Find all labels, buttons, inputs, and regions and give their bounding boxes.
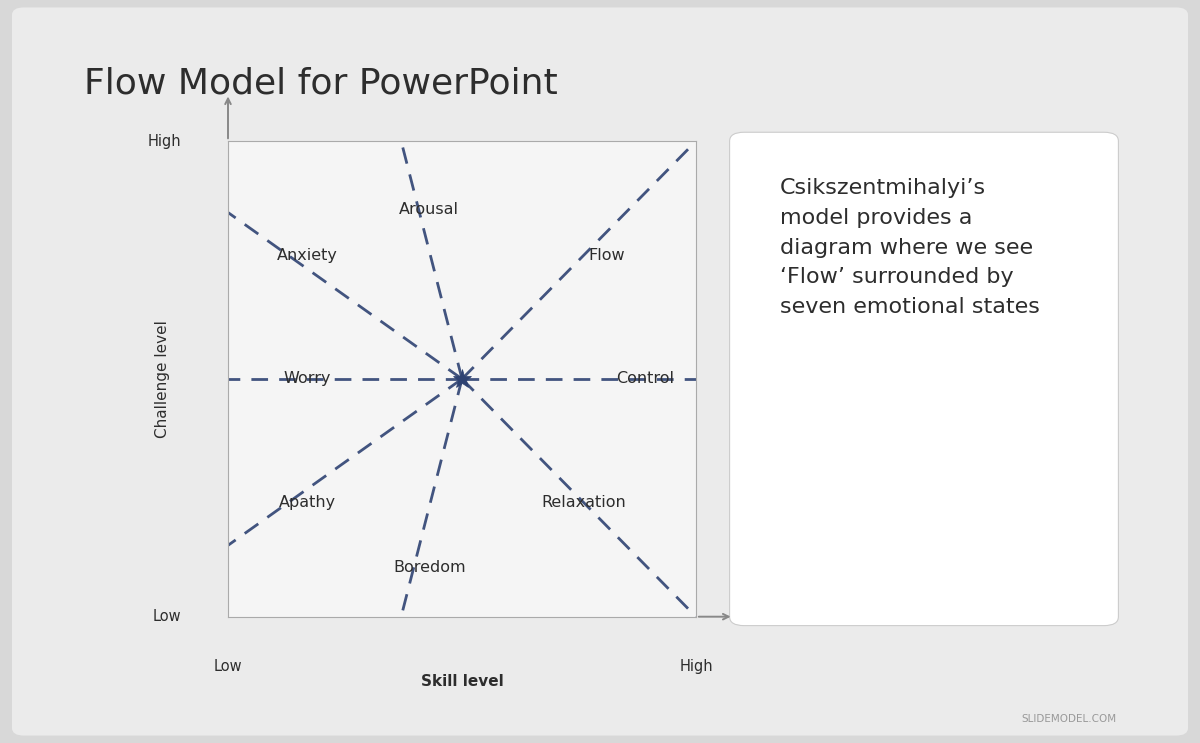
- Text: Low: Low: [152, 609, 181, 624]
- Text: Flow: Flow: [589, 248, 625, 263]
- Text: Boredom: Boredom: [392, 559, 466, 574]
- Text: Arousal: Arousal: [400, 202, 460, 217]
- Text: Flow Model for PowerPoint: Flow Model for PowerPoint: [84, 67, 558, 101]
- Text: Control: Control: [617, 372, 674, 386]
- Text: High: High: [148, 134, 181, 149]
- Text: Apathy: Apathy: [278, 495, 336, 510]
- Text: Anxiety: Anxiety: [277, 248, 338, 263]
- Text: Worry: Worry: [284, 372, 331, 386]
- FancyBboxPatch shape: [730, 132, 1118, 626]
- Text: Low: Low: [214, 660, 242, 675]
- Text: Skill level: Skill level: [421, 674, 503, 689]
- Text: Challenge level: Challenge level: [155, 320, 170, 438]
- Text: Csikszentmihalyi’s
model provides a
diagram where we see
‘Flow’ surrounded by
se: Csikszentmihalyi’s model provides a diag…: [780, 178, 1040, 317]
- Text: High: High: [679, 660, 713, 675]
- FancyBboxPatch shape: [12, 7, 1188, 736]
- Text: SLIDEMODEL.COM: SLIDEMODEL.COM: [1021, 715, 1116, 724]
- Text: Relaxation: Relaxation: [541, 495, 626, 510]
